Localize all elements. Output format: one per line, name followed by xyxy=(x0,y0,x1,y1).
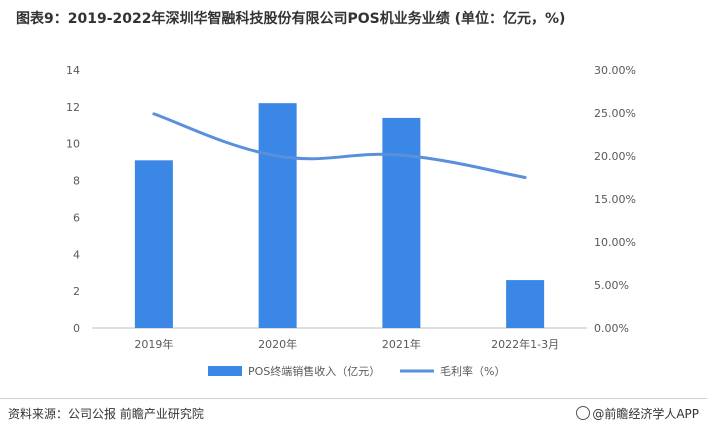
y-right-tick-label: 10.00% xyxy=(594,236,636,249)
footer: 资料来源：公司公报 前瞻产业研究院 @前瞻经济学人APP xyxy=(0,398,707,433)
y-left-tick-label: 0 xyxy=(73,322,80,335)
y-right-tick-label: 15.00% xyxy=(594,193,636,206)
x-tick-label: 2020年 xyxy=(258,337,297,351)
bar xyxy=(134,160,173,328)
y-left-tick-label: 6 xyxy=(73,211,80,224)
brand-label: @前瞻经济学人APP xyxy=(592,407,699,421)
source-note: 资料来源：公司公报 前瞻产业研究院 xyxy=(8,407,204,421)
gross-margin-line xyxy=(152,112,527,179)
legend-label-line: 毛利率（%） xyxy=(440,364,505,378)
y-right-tick-label: 25.00% xyxy=(594,107,636,120)
y-right-tick-label: 30.00% xyxy=(594,64,636,77)
y-left-tick-label: 2 xyxy=(73,285,80,298)
y-left-tick-label: 14 xyxy=(66,64,80,77)
y-right-tick-label: 20.00% xyxy=(594,150,636,163)
y-right-tick-label: 5.00% xyxy=(594,279,629,292)
chart-title: 图表9：2019-2022年深圳华智融科技股份有限公司POS机业务业绩 (单位：… xyxy=(16,11,566,27)
y-left-tick-label: 4 xyxy=(73,248,80,261)
x-tick-label: 2022年1-3月 xyxy=(491,337,559,351)
bar xyxy=(506,280,545,328)
x-tick-label: 2019年 xyxy=(134,337,173,351)
x-tick-label: 2021年 xyxy=(382,337,421,351)
qianzhan-logo-icon xyxy=(576,406,591,420)
brand-credit: @前瞻经济学人APP xyxy=(576,405,699,422)
footer-divider xyxy=(0,398,707,399)
bar xyxy=(258,103,297,329)
bar xyxy=(382,117,421,329)
y-right-tick-label: 0.00% xyxy=(594,322,629,335)
legend-swatch-bar xyxy=(208,366,242,376)
legend-label-bar: POS终端销售收入（亿元） xyxy=(248,364,380,378)
y-left-tick-label: 10 xyxy=(66,138,80,151)
y-left-tick-label: 12 xyxy=(66,101,80,114)
y-left-tick-label: 8 xyxy=(73,175,80,188)
